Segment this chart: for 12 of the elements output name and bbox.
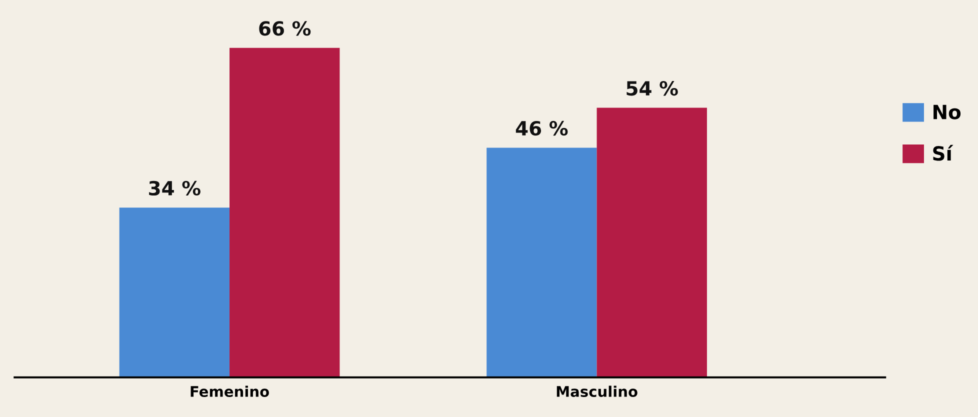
data-label: 34 % (149, 180, 200, 196)
x-tick-label: Femenino (190, 386, 269, 398)
data-label: 54 % (626, 80, 678, 96)
bar (119, 208, 230, 378)
bar (230, 48, 340, 378)
data-label: 66 % (259, 21, 311, 36)
bar (486, 148, 597, 378)
x-tick-label: Masculino (556, 386, 638, 398)
data-label: 46 % (516, 120, 568, 136)
bar (596, 108, 707, 378)
legend-label: No (934, 104, 961, 120)
legend-label: Sí (933, 144, 954, 161)
